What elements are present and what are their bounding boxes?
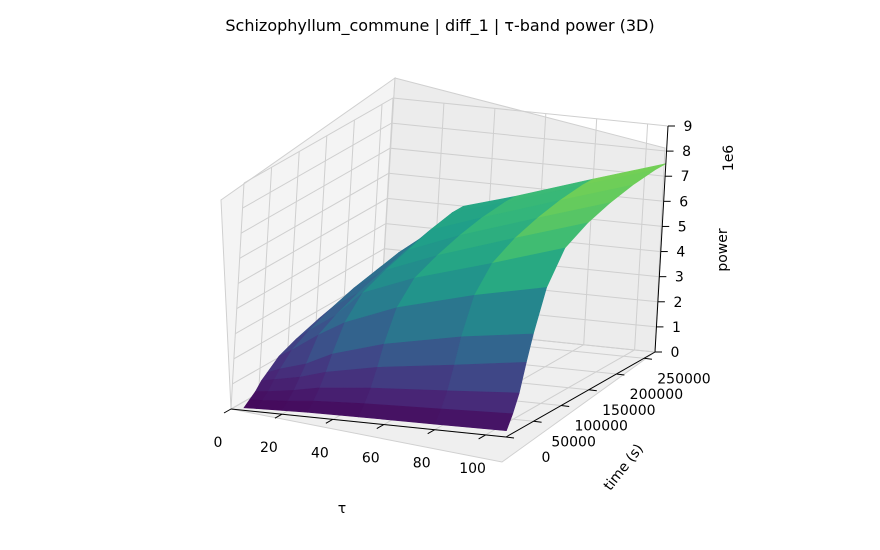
z-tick-label-9: 9: [684, 119, 693, 135]
chart-title: Schizophyllum_commune | diff_1 | τ-band …: [225, 16, 654, 36]
grid-line-z-8: [242, 122, 667, 209]
z-tick-label-2: 2: [673, 295, 682, 311]
z-tick-label-5: 5: [678, 219, 687, 235]
y-tick-mark-3: [588, 389, 597, 392]
surface-patch-5-3: [454, 333, 534, 366]
axes: 0 20 40 60 80 1000500001000001500002000002500…: [214, 119, 711, 477]
z-axis-label: power: [715, 228, 731, 272]
y-tick-mark-5: [643, 357, 653, 360]
y-tick-mark-4: [616, 373, 625, 376]
y-tick-label-0: 0: [542, 450, 551, 466]
x-tick-label-3: 60: [362, 451, 380, 467]
z-tick-label-4: 4: [676, 245, 685, 261]
y-tick-mark-0: [505, 436, 515, 439]
x-tick-label-0: 0: [214, 435, 223, 451]
x-tick-mark-3: [376, 424, 385, 429]
x-tick-label-5: 100: [459, 461, 486, 477]
grid-line-z-7: [240, 147, 666, 234]
z-tick-label-3: 3: [675, 270, 684, 286]
y-tick-mark-1: [533, 420, 542, 423]
z-axis-line: [654, 125, 669, 353]
z-tick-label-8: 8: [682, 144, 691, 160]
grid-line-z-9: [243, 97, 669, 184]
z-tick-label-1: 1: [672, 320, 681, 336]
x-tick-mark-1: [274, 413, 283, 419]
surface-patch-4-2: [370, 364, 455, 392]
grid-line-z-3: [235, 248, 660, 335]
x-tick-mark-4: [427, 429, 435, 435]
y-tick-label-1: 50000: [551, 434, 596, 450]
y-tick-mark-2: [561, 405, 570, 408]
x-tick-label-1: 20: [260, 440, 278, 456]
z-offset-label: 1e6: [721, 145, 737, 172]
x-axis-line: [230, 408, 507, 438]
z-tick-label-6: 6: [679, 194, 688, 210]
y-tick-label-4: 200000: [630, 387, 683, 403]
x-tick-label-4: 80: [413, 456, 431, 472]
power-surface: [243, 163, 666, 432]
z-tick-label-0: 0: [671, 345, 680, 361]
y-tick-label-5: 250000: [657, 371, 710, 387]
surface-patch-5-0: [434, 408, 514, 432]
x-axis-label: τ: [338, 501, 346, 517]
x-tick-mark-2: [325, 418, 334, 424]
y-tick-label-3: 150000: [602, 403, 655, 419]
x-tick-label-2: 40: [311, 445, 329, 461]
z-tick-label-7: 7: [681, 169, 690, 185]
x-tick-mark-5: [478, 434, 486, 440]
surface-patch-5-2: [447, 361, 527, 394]
y-tick-label-2: 100000: [574, 419, 627, 435]
y-axis-line: [505, 351, 656, 438]
y-axis-label: time (s): [601, 441, 647, 494]
x-tick-mark-0: [223, 408, 232, 414]
